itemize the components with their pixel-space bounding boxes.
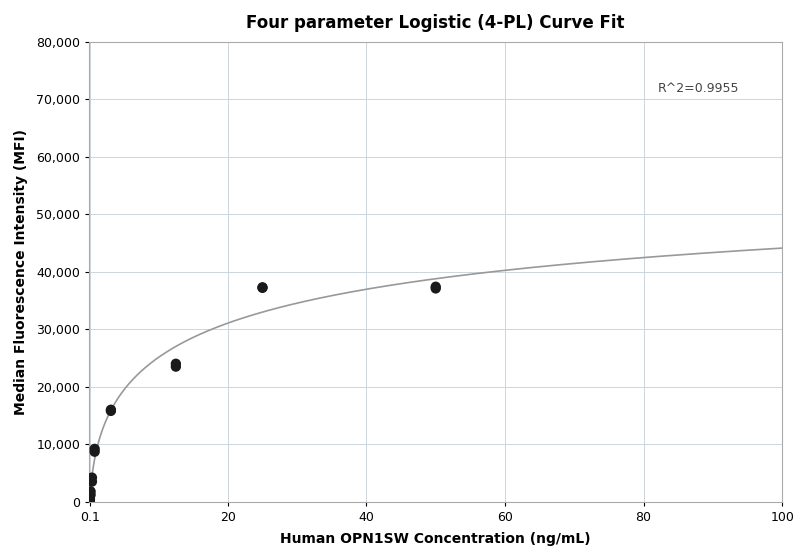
Point <box>256 283 269 292</box>
X-axis label: Human OPN1SW Concentration (ng/mL): Human OPN1SW Concentration (ng/mL) <box>280 532 591 546</box>
Text: R^2=0.9955: R^2=0.9955 <box>658 82 739 95</box>
Point <box>256 283 269 292</box>
Point <box>84 491 97 500</box>
Title: Four parameter Logistic (4-PL) Curve Fit: Four parameter Logistic (4-PL) Curve Fit <box>246 14 625 32</box>
Point <box>170 360 183 368</box>
Point <box>83 496 96 505</box>
Point <box>86 477 99 486</box>
Point <box>88 447 101 456</box>
Point <box>170 362 183 371</box>
Point <box>429 284 442 293</box>
Point <box>104 407 117 416</box>
Point <box>429 282 442 291</box>
Y-axis label: Median Fluorescence Intensity (MFI): Median Fluorescence Intensity (MFI) <box>14 129 28 415</box>
Point <box>83 494 96 503</box>
Point <box>104 405 117 414</box>
Point <box>84 487 97 496</box>
Point <box>86 473 99 482</box>
Point <box>88 445 101 454</box>
